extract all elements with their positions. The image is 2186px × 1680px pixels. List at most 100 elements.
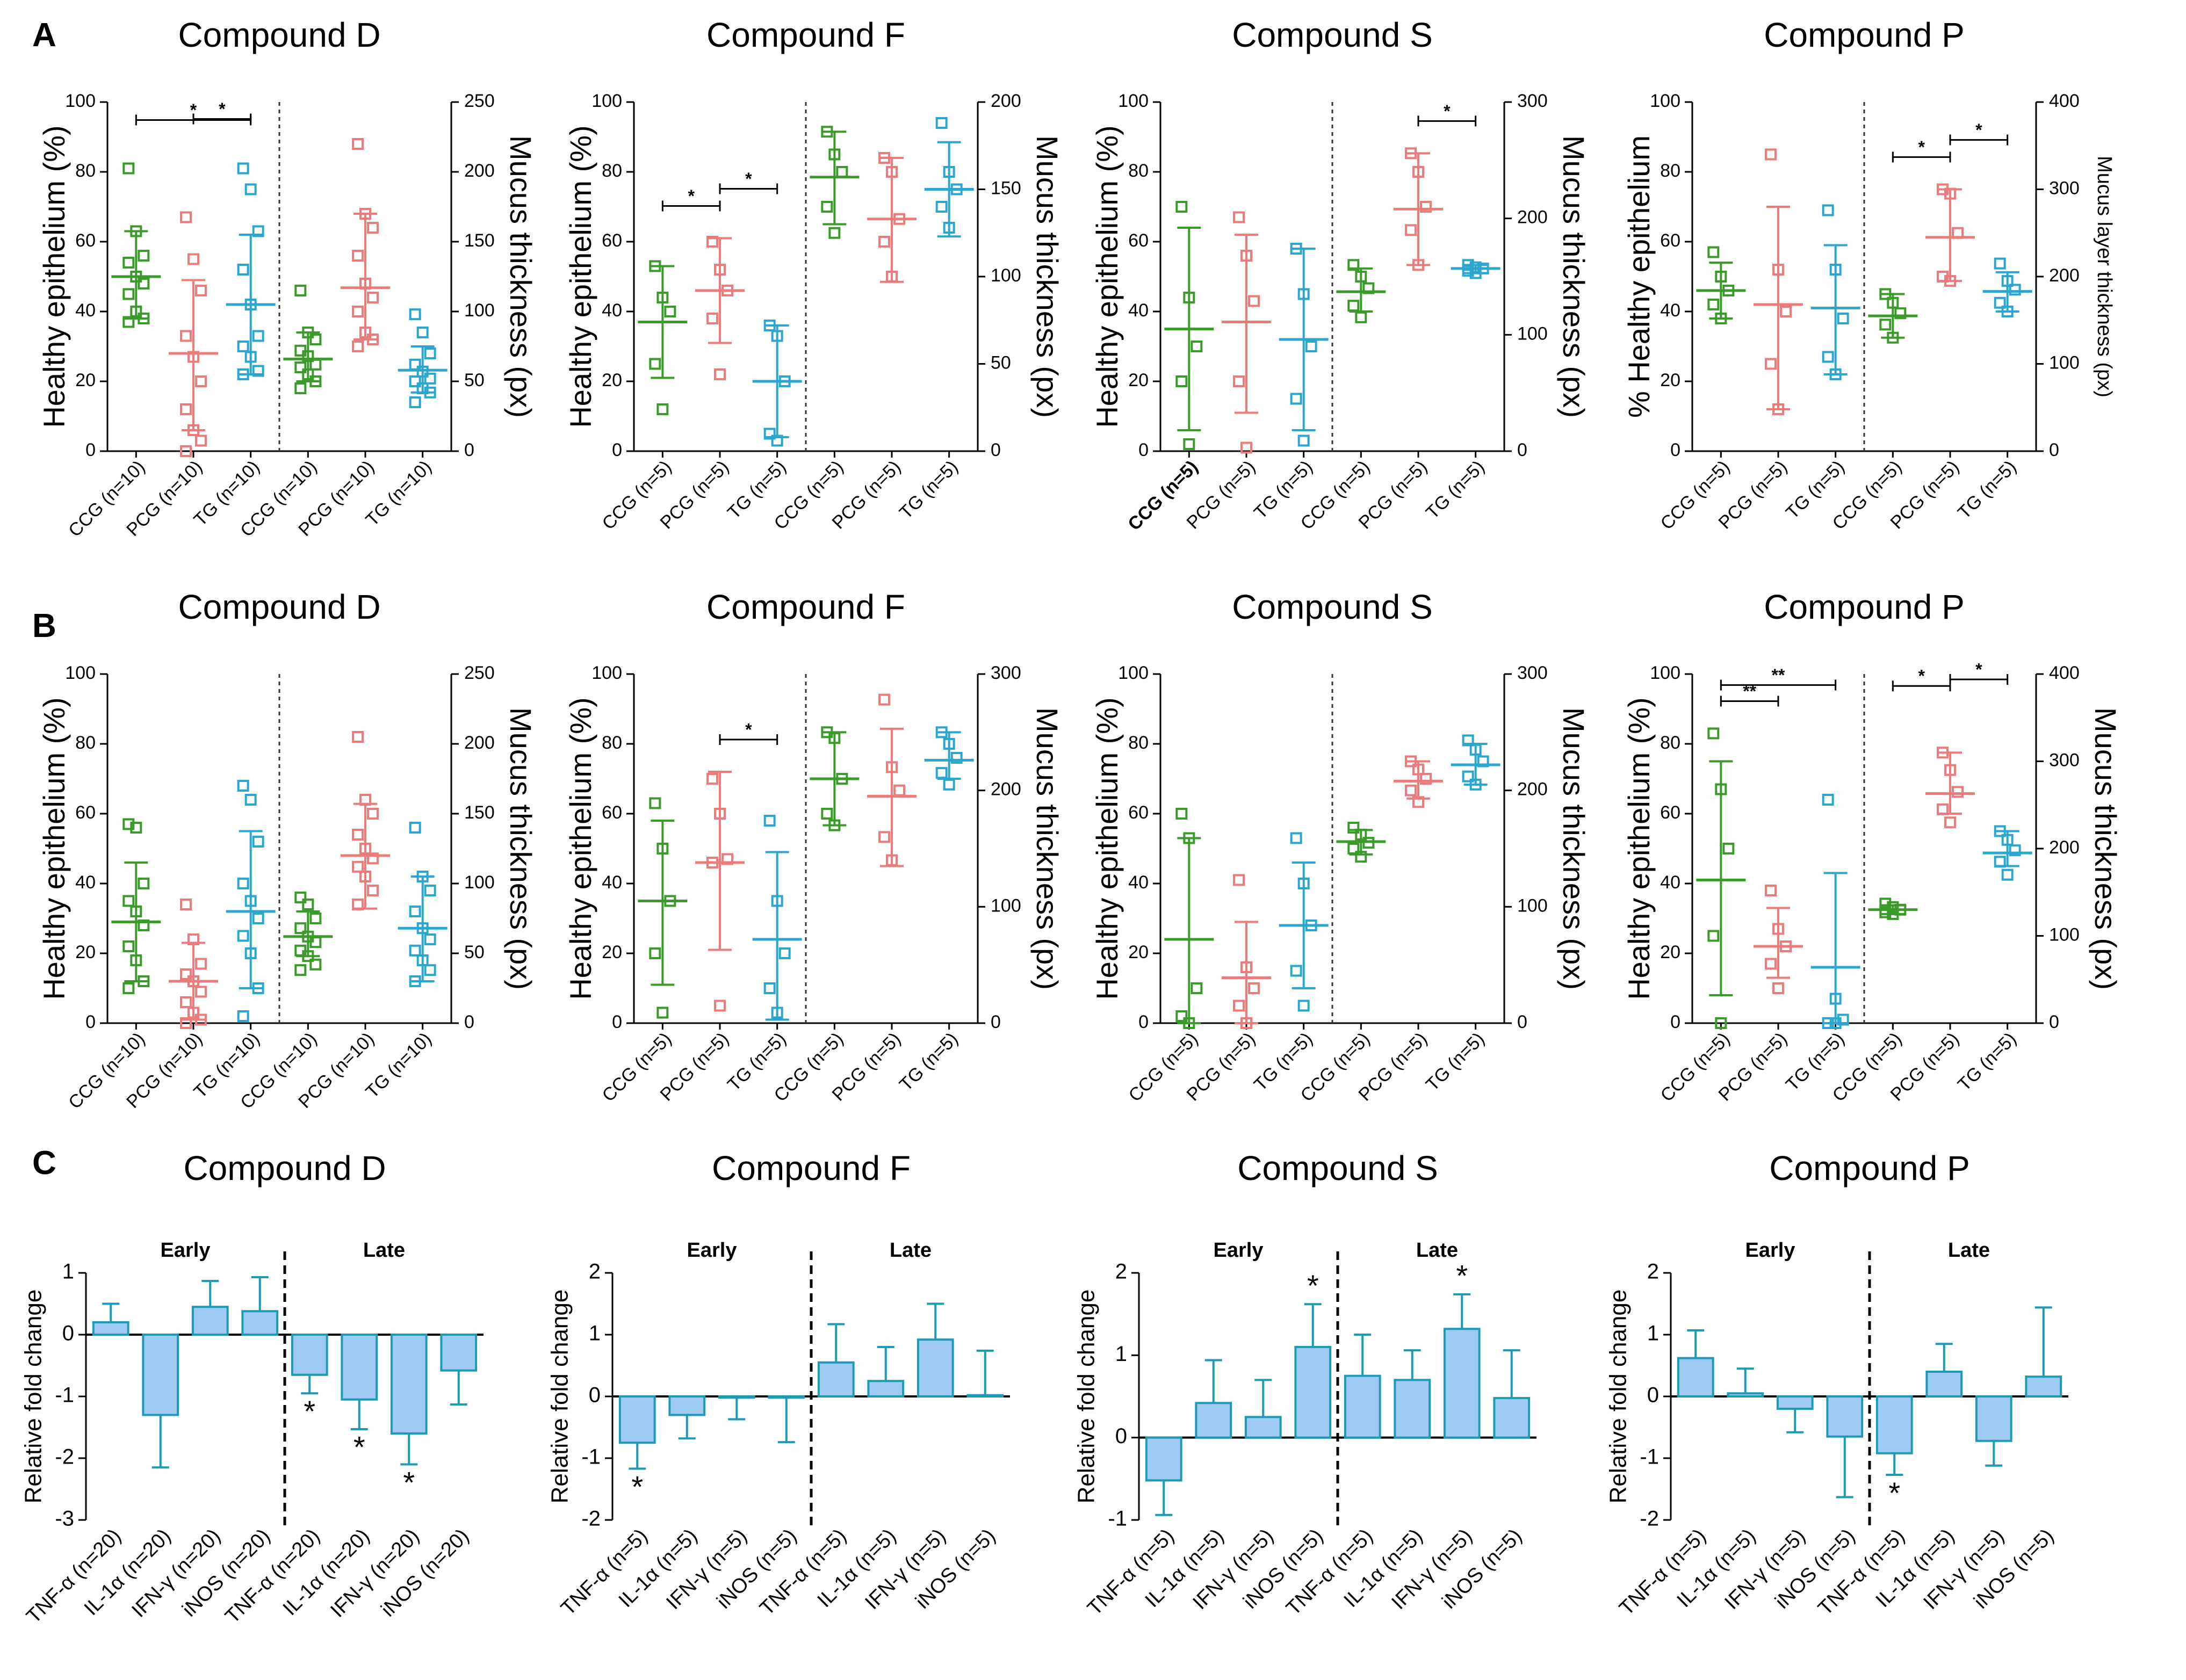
significance-label: * bbox=[219, 99, 226, 119]
group-ccg bbox=[810, 726, 860, 831]
data-point bbox=[763, 428, 776, 440]
data-point bbox=[943, 778, 955, 791]
data-point bbox=[409, 822, 421, 834]
data-point bbox=[180, 996, 192, 1008]
group-label-late: Late bbox=[1948, 1239, 1990, 1262]
data-point bbox=[180, 330, 192, 342]
y-tick-label-right: 0 bbox=[1517, 440, 1527, 460]
bar bbox=[1776, 1395, 1814, 1410]
y-tick-label-left: 40 bbox=[1660, 300, 1680, 321]
data-point bbox=[649, 260, 661, 272]
data-point bbox=[1412, 259, 1424, 271]
y-tick-label: 1 bbox=[1647, 1322, 1659, 1345]
significance-bracket: ** bbox=[1720, 665, 1837, 691]
data-point bbox=[130, 906, 142, 917]
y-tick-label-right: 300 bbox=[1517, 91, 1548, 111]
data-point bbox=[130, 271, 142, 283]
chart-title: Compound F bbox=[706, 16, 905, 54]
data-point bbox=[821, 201, 833, 213]
group-pcg bbox=[867, 693, 917, 867]
bar bbox=[1294, 1346, 1332, 1439]
y-tick-label-left: 20 bbox=[1660, 370, 1680, 390]
scatter-chart-7: Compound S 0 20 40 60 80 100 0 100 200 300 Healthy … bbox=[1090, 588, 1591, 1106]
data-point bbox=[1405, 147, 1417, 160]
data-point bbox=[2001, 834, 2014, 846]
data-point bbox=[352, 731, 364, 743]
y-tick-label-right: 100 bbox=[991, 895, 1021, 916]
data-point bbox=[2001, 275, 2014, 287]
bar bbox=[966, 1394, 1004, 1397]
significance-bracket: * bbox=[192, 99, 252, 125]
group-label-late: Late bbox=[363, 1239, 405, 1262]
data-point bbox=[2009, 284, 2021, 296]
data-point bbox=[1822, 204, 1834, 216]
significance-label: * bbox=[1975, 660, 1982, 679]
data-point bbox=[1822, 1017, 1834, 1029]
y-tick-label-right: 250 bbox=[464, 91, 495, 111]
data-point bbox=[352, 250, 364, 262]
data-point bbox=[424, 372, 436, 385]
data-point bbox=[237, 1010, 249, 1022]
panel-label-b: B bbox=[32, 607, 56, 645]
data-point bbox=[1248, 982, 1260, 994]
group-ccg bbox=[1336, 259, 1386, 323]
bar-chart-12: Compound P -2 -1 0 1 2 Relative fold change Ear… bbox=[1605, 1149, 2068, 1620]
data-point bbox=[409, 975, 421, 987]
data-point bbox=[664, 306, 676, 317]
group-pcg bbox=[1754, 885, 1803, 994]
data-point bbox=[187, 933, 199, 945]
data-point bbox=[359, 327, 371, 338]
data-point bbox=[367, 808, 379, 820]
y-tick-label-right: 300 bbox=[2049, 750, 2080, 770]
data-point bbox=[714, 264, 726, 276]
y-tick-label-right: 300 bbox=[991, 663, 1021, 683]
y-tick-label: 2 bbox=[1115, 1260, 1127, 1284]
y-tick-label-left: 100 bbox=[591, 91, 622, 111]
data-point bbox=[771, 435, 783, 447]
data-point bbox=[187, 424, 199, 436]
y-tick-label-right: 50 bbox=[991, 352, 1011, 373]
data-point bbox=[367, 334, 379, 345]
data-point bbox=[1715, 1017, 1727, 1029]
significance-bracket: * bbox=[661, 186, 721, 212]
data-point bbox=[1894, 307, 1907, 320]
bar bbox=[668, 1395, 706, 1416]
data-point bbox=[1405, 784, 1417, 796]
y-tick-label-left: 20 bbox=[75, 942, 96, 962]
y-axis-label-left: Healthy epithelium (%) bbox=[37, 697, 71, 1000]
chart-title: Compound S bbox=[1232, 16, 1433, 54]
data-point bbox=[1772, 264, 1784, 276]
data-point bbox=[1722, 843, 1735, 855]
data-point bbox=[1355, 829, 1367, 841]
data-point bbox=[950, 752, 963, 764]
data-point bbox=[1887, 296, 1899, 309]
data-point bbox=[1233, 874, 1245, 886]
y-tick-label-right: 150 bbox=[464, 230, 495, 251]
data-point bbox=[195, 958, 207, 970]
bar bbox=[1826, 1395, 1864, 1438]
chart-title: Compound P bbox=[1769, 1149, 1970, 1187]
y-axis-label-right: Mucus thickness (px) bbox=[2089, 707, 2123, 990]
data-point bbox=[893, 784, 905, 796]
data-point bbox=[122, 940, 135, 952]
y-tick-label-left: 80 bbox=[602, 733, 622, 753]
significance-star: * bbox=[304, 1394, 315, 1428]
data-point bbox=[1233, 375, 1245, 387]
y-axis-label: Relative fold change bbox=[1073, 1290, 1100, 1504]
y-tick-label-left: 40 bbox=[75, 300, 96, 321]
y-tick-label-right: 0 bbox=[464, 440, 474, 460]
data-point bbox=[1707, 246, 1720, 258]
data-point bbox=[1290, 393, 1302, 405]
data-point bbox=[714, 808, 726, 820]
data-point bbox=[195, 986, 207, 998]
data-point bbox=[309, 334, 322, 345]
data-point bbox=[706, 773, 718, 785]
data-point bbox=[886, 166, 898, 178]
y-tick-label-left: 20 bbox=[1128, 370, 1149, 390]
data-point bbox=[237, 264, 249, 276]
bar bbox=[1394, 1379, 1431, 1439]
y-axis-label-left: Healthy epithelium (%) bbox=[1090, 125, 1124, 428]
group-pcg bbox=[1754, 148, 1803, 415]
data-point bbox=[778, 375, 791, 387]
data-point bbox=[416, 327, 429, 338]
